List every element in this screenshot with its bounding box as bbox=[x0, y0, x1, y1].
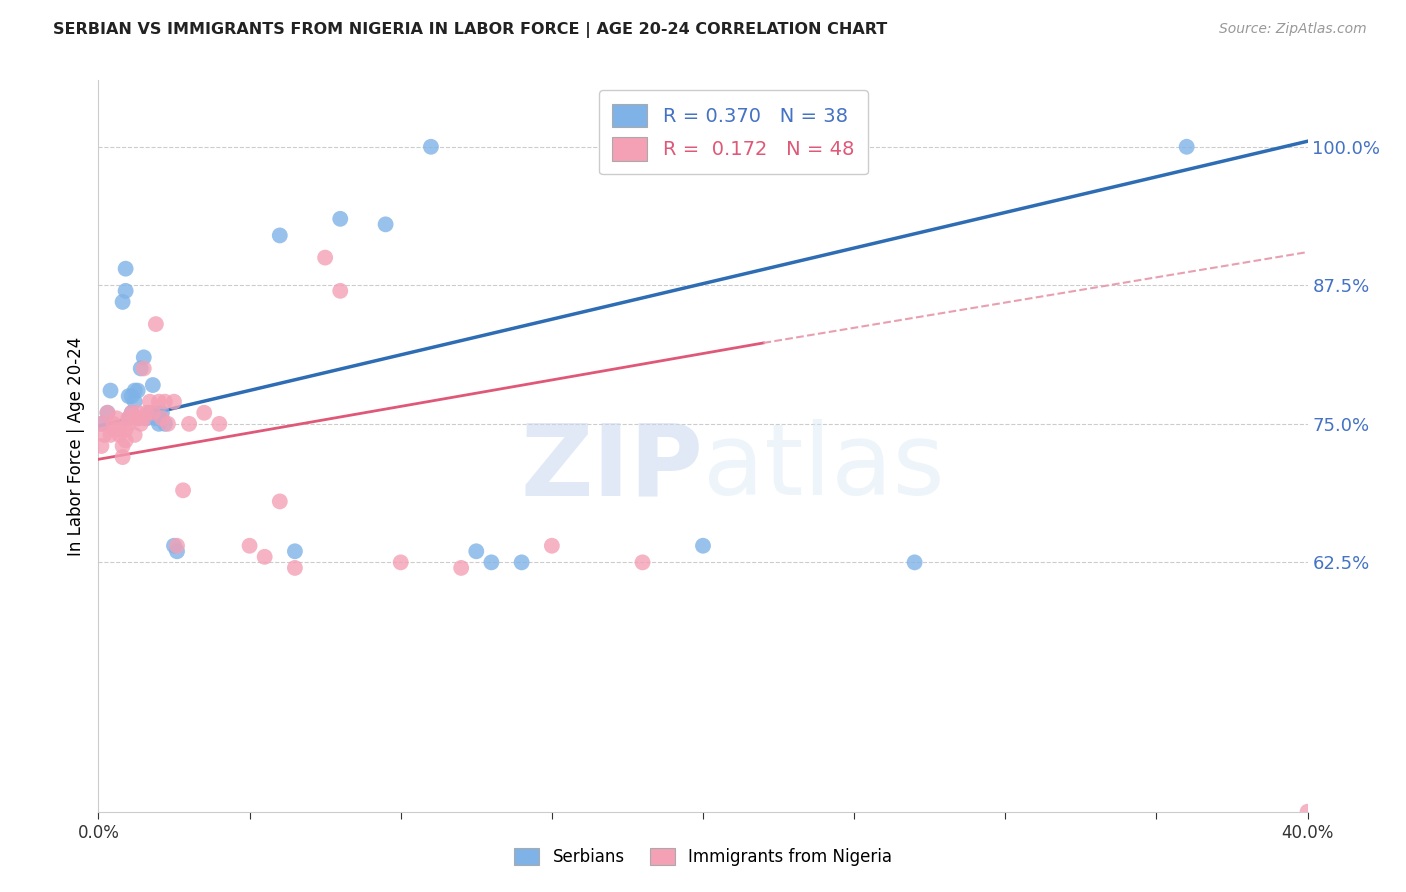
Point bbox=[108, 422, 131, 436]
Point bbox=[132, 361, 155, 376]
Point bbox=[450, 561, 472, 575]
Point bbox=[103, 422, 125, 436]
Point bbox=[631, 555, 654, 569]
Point bbox=[269, 228, 291, 243]
Point bbox=[135, 406, 157, 420]
Point bbox=[142, 406, 165, 420]
Point bbox=[118, 389, 141, 403]
Point bbox=[127, 411, 149, 425]
Point bbox=[150, 411, 173, 425]
Point bbox=[166, 544, 188, 558]
Point bbox=[465, 544, 488, 558]
Point bbox=[121, 389, 143, 403]
Point bbox=[129, 417, 152, 431]
Point bbox=[124, 428, 146, 442]
Point bbox=[329, 284, 352, 298]
Point bbox=[118, 411, 141, 425]
Point bbox=[114, 422, 136, 436]
Point bbox=[103, 417, 125, 431]
Point bbox=[172, 483, 194, 498]
Point bbox=[127, 384, 149, 398]
Point bbox=[179, 417, 201, 431]
Point bbox=[111, 450, 134, 464]
Point bbox=[148, 417, 170, 431]
Point bbox=[142, 378, 165, 392]
Text: Source: ZipAtlas.com: Source: ZipAtlas.com bbox=[1219, 22, 1367, 37]
Legend: R = 0.370   N = 38, R =  0.172   N = 48: R = 0.370 N = 38, R = 0.172 N = 48 bbox=[599, 90, 868, 175]
Point bbox=[96, 406, 118, 420]
Point bbox=[150, 406, 173, 420]
Point bbox=[314, 251, 336, 265]
Point bbox=[121, 406, 143, 420]
Point bbox=[148, 394, 170, 409]
Point bbox=[148, 409, 170, 423]
Point bbox=[208, 417, 231, 431]
Point bbox=[193, 406, 215, 420]
Point bbox=[127, 406, 149, 420]
Point bbox=[145, 411, 167, 425]
Point bbox=[114, 434, 136, 448]
Point bbox=[163, 539, 186, 553]
Point bbox=[269, 494, 291, 508]
Point bbox=[90, 439, 112, 453]
Y-axis label: In Labor Force | Age 20-24: In Labor Force | Age 20-24 bbox=[66, 336, 84, 556]
Point bbox=[124, 394, 146, 409]
Text: atlas: atlas bbox=[703, 419, 945, 516]
Point bbox=[90, 417, 112, 431]
Point bbox=[127, 411, 149, 425]
Point bbox=[93, 428, 115, 442]
Point bbox=[111, 439, 134, 453]
Legend: Serbians, Immigrants from Nigeria: Serbians, Immigrants from Nigeria bbox=[508, 841, 898, 873]
Point bbox=[1296, 805, 1319, 819]
Point bbox=[148, 406, 170, 420]
Point bbox=[135, 411, 157, 425]
Point bbox=[253, 549, 276, 564]
Point bbox=[166, 539, 188, 553]
Point bbox=[100, 384, 122, 398]
Point bbox=[114, 261, 136, 276]
Point bbox=[96, 406, 118, 420]
Text: ZIP: ZIP bbox=[520, 419, 703, 516]
Point bbox=[239, 539, 262, 553]
Point bbox=[1175, 140, 1198, 154]
Point bbox=[510, 555, 533, 569]
Point bbox=[145, 317, 167, 331]
Point bbox=[108, 428, 131, 442]
Point bbox=[118, 411, 141, 425]
Point bbox=[90, 417, 112, 431]
Point bbox=[105, 411, 128, 425]
Point bbox=[153, 394, 176, 409]
Point bbox=[124, 384, 146, 398]
Point bbox=[163, 394, 186, 409]
Point bbox=[389, 555, 412, 569]
Point bbox=[153, 417, 176, 431]
Point bbox=[121, 406, 143, 420]
Point bbox=[692, 539, 714, 553]
Point bbox=[481, 555, 503, 569]
Point bbox=[374, 218, 396, 232]
Point bbox=[156, 417, 179, 431]
Point bbox=[132, 351, 155, 365]
Point bbox=[139, 406, 162, 420]
Point bbox=[100, 428, 122, 442]
Point bbox=[132, 411, 155, 425]
Point bbox=[329, 211, 352, 226]
Point bbox=[284, 544, 307, 558]
Point bbox=[420, 140, 443, 154]
Point bbox=[904, 555, 927, 569]
Point bbox=[118, 417, 141, 431]
Point bbox=[114, 284, 136, 298]
Point bbox=[129, 361, 152, 376]
Point bbox=[284, 561, 307, 575]
Point bbox=[540, 539, 562, 553]
Text: SERBIAN VS IMMIGRANTS FROM NIGERIA IN LABOR FORCE | AGE 20-24 CORRELATION CHART: SERBIAN VS IMMIGRANTS FROM NIGERIA IN LA… bbox=[53, 22, 887, 38]
Point bbox=[139, 394, 162, 409]
Point bbox=[111, 294, 134, 309]
